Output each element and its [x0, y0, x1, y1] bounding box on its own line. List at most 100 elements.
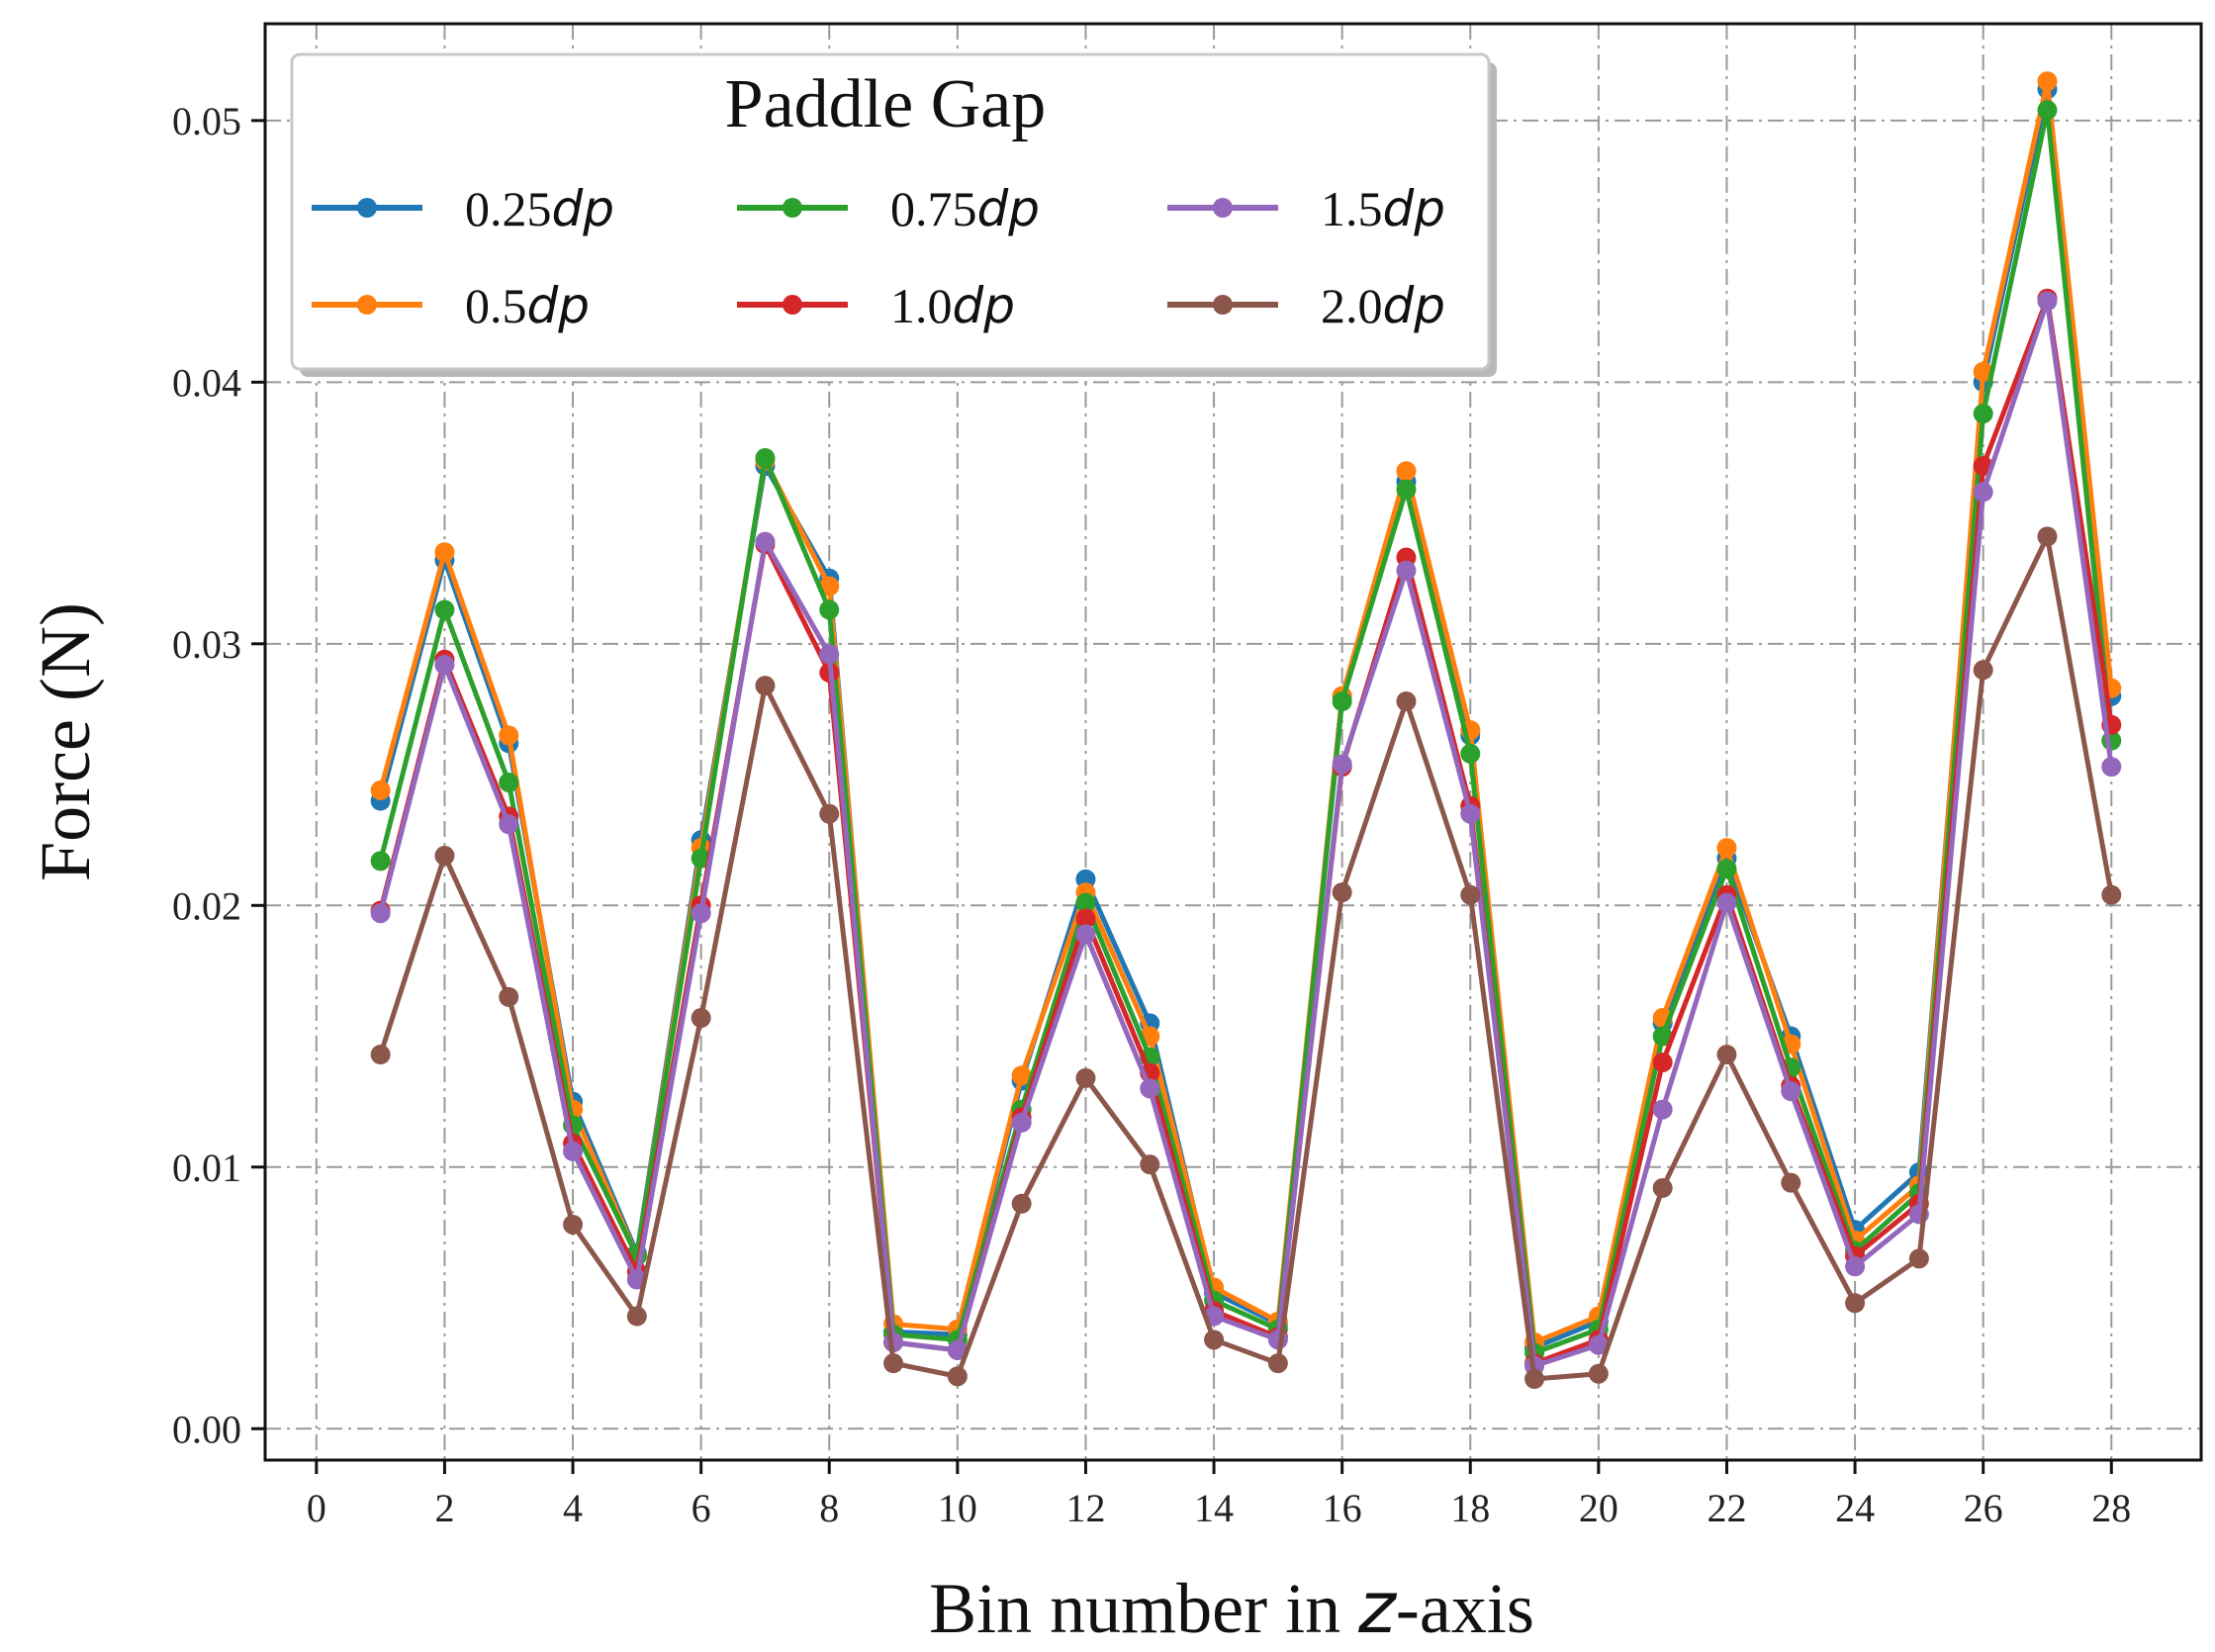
data-point [755, 531, 776, 552]
data-point [1075, 924, 1096, 945]
x-tick-label: 10 [938, 1486, 977, 1530]
data-point [1332, 882, 1352, 903]
legend-entry: 0.75dp [737, 180, 1040, 237]
data-point [1396, 461, 1417, 482]
legend-swatch-marker [357, 198, 377, 218]
legend-label-number: 0.5 [465, 278, 527, 333]
data-point [434, 542, 455, 563]
legend-label: 1.5dp [1321, 180, 1445, 237]
data-point [1781, 1081, 1801, 1102]
x-tick-label: 18 [1450, 1486, 1490, 1530]
data-point [947, 1366, 968, 1387]
data-point [1781, 1172, 1801, 1193]
legend-title: Paddle Gap [725, 66, 1047, 142]
data-point [370, 851, 391, 872]
legend-label-number: 0.75 [890, 181, 977, 236]
data-point [499, 772, 519, 792]
data-point [691, 1008, 711, 1029]
legend-label: 0.5dp [465, 277, 590, 334]
legend-label-number: 1.5 [1321, 181, 1383, 236]
data-point [1973, 482, 1993, 503]
data-point [434, 599, 455, 620]
plot-frame [263, 22, 2203, 1462]
data-point [1204, 1330, 1225, 1350]
data-point [1973, 361, 1993, 382]
legend-label-number: 0.25 [465, 181, 552, 236]
legend: Paddle Gap 0.25dp0.5dp0.75dp1.0dp1.5dp2.… [290, 52, 1497, 377]
data-point [1652, 1026, 1673, 1047]
data-point [434, 846, 455, 867]
data-point [2101, 884, 2122, 905]
y-tick-label: 0.05 [172, 99, 241, 143]
x-tick-label: 28 [2091, 1486, 2131, 1530]
x-axis-title-prefix: Bin number in [929, 1569, 1358, 1648]
data-point [1460, 884, 1481, 905]
x-tick-label: 0 [307, 1486, 326, 1530]
y-tick-label: 0.01 [172, 1146, 241, 1190]
legend-label: 2.0dp [1321, 277, 1445, 334]
y-tick-label: 0.04 [172, 360, 241, 405]
data-point [1973, 404, 1993, 424]
x-axis-title-variable: z [1357, 1566, 1398, 1649]
data-point [1845, 1256, 1866, 1277]
data-point [1716, 892, 1737, 913]
data-point [370, 780, 391, 800]
data-point [1652, 1177, 1673, 1198]
data-point [819, 644, 840, 665]
data-point [1011, 1193, 1032, 1214]
legend-swatch-marker [1213, 198, 1233, 218]
data-point [1075, 1067, 1096, 1088]
series-2.0dp [370, 526, 2122, 1390]
x-tick-label: 8 [819, 1486, 839, 1530]
legend-label-unit: dp [1383, 180, 1445, 237]
data-point [2101, 757, 2122, 778]
data-point [1396, 479, 1417, 500]
data-point [1396, 560, 1417, 581]
data-point [2037, 71, 2058, 92]
data-point [1332, 754, 1352, 775]
legend-label-unit: dp [527, 277, 590, 334]
legend-label-unit: dp [552, 180, 614, 237]
legend-swatch-marker [357, 295, 377, 315]
data-point [1267, 1353, 1288, 1374]
data-point [883, 1353, 904, 1374]
data-point [755, 448, 776, 469]
data-point [1332, 691, 1352, 712]
data-point [1845, 1293, 1866, 1314]
data-point [2037, 291, 2058, 312]
x-tick-label: 12 [1065, 1486, 1105, 1530]
legend-entry: 1.5dp [1167, 180, 1445, 237]
data-point [1140, 1154, 1160, 1175]
data-point [1716, 1045, 1737, 1065]
x-tick-label: 14 [1194, 1486, 1234, 1530]
data-point [434, 654, 455, 675]
data-point [691, 903, 711, 924]
x-tick-label: 4 [563, 1486, 583, 1530]
data-point [1524, 1369, 1545, 1390]
x-tick-label: 24 [1835, 1486, 1875, 1530]
data-point [499, 725, 519, 746]
data-point [1460, 743, 1481, 764]
data-point [370, 903, 391, 924]
data-point [1716, 838, 1737, 859]
x-tick-label: 2 [434, 1486, 454, 1530]
x-tick-label: 20 [1579, 1486, 1618, 1530]
data-point [819, 803, 840, 824]
y-tick-label: 0.03 [172, 622, 241, 667]
data-point [499, 986, 519, 1007]
data-point [563, 1214, 584, 1235]
data-point [499, 814, 519, 835]
legend-entry: 0.25dp [312, 180, 614, 237]
data-point [563, 1141, 584, 1161]
data-point [1716, 859, 1737, 879]
data-point [947, 1339, 968, 1360]
data-point [626, 1306, 647, 1327]
data-point [819, 576, 840, 597]
legend-label-unit: dp [977, 180, 1040, 237]
legend-label: 0.25dp [465, 180, 614, 237]
legend-entry: 0.5dp [312, 277, 590, 334]
legend-box [290, 52, 1491, 371]
x-tick-label: 22 [1707, 1486, 1746, 1530]
legend-entry: 1.0dp [737, 277, 1015, 334]
data-point [819, 599, 840, 620]
